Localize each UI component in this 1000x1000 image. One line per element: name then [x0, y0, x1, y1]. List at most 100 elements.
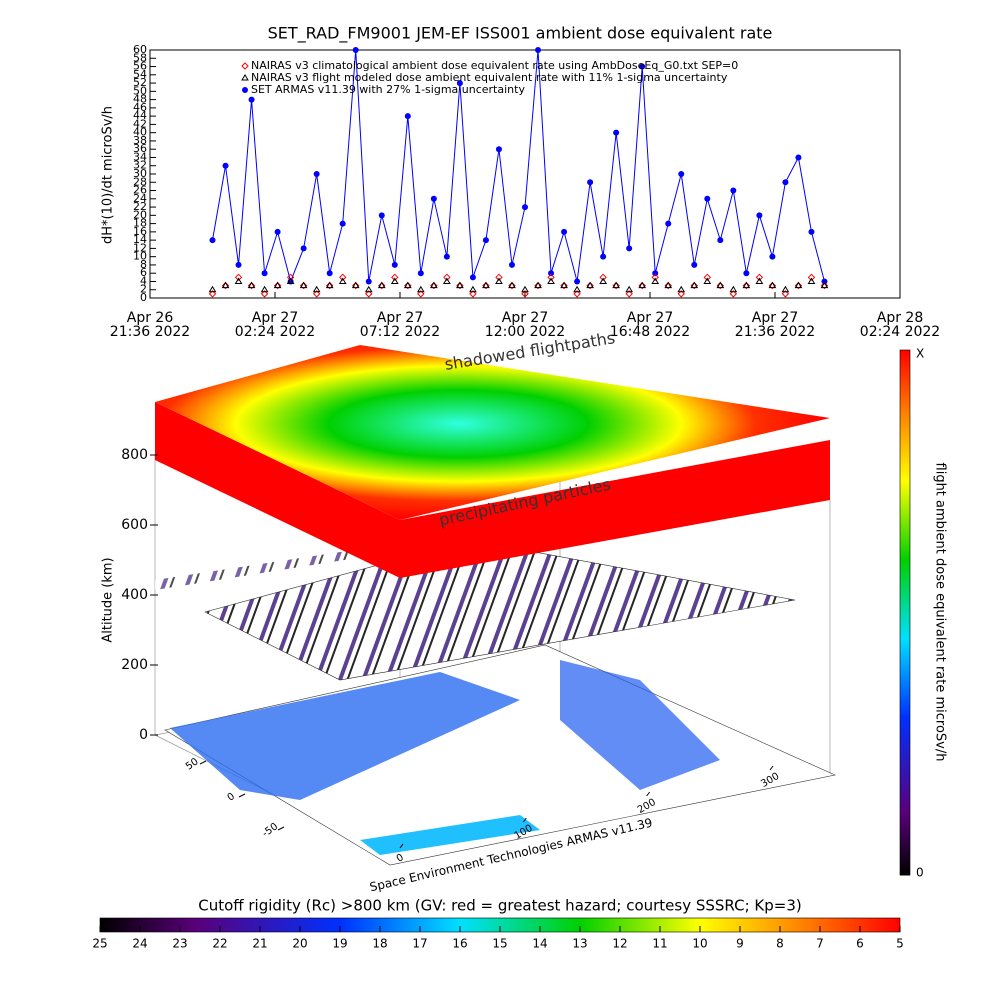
point	[548, 270, 555, 277]
point	[535, 47, 542, 53]
point	[443, 273, 451, 282]
y-tick-label: 42	[133, 117, 147, 130]
point	[638, 281, 647, 289]
point	[430, 281, 438, 290]
point	[235, 261, 242, 268]
x-tick-label: 21:36 2022	[110, 324, 190, 340]
point	[312, 290, 321, 298]
colorbar-tick-label: 16	[452, 937, 467, 951]
point	[664, 281, 672, 290]
y-tick-label: -50	[260, 821, 280, 839]
x-tick-label: Apr 26	[127, 310, 174, 326]
point	[768, 281, 777, 289]
colorbar-tick-label: 21	[252, 937, 267, 951]
colorbar-tick-label: 19	[332, 937, 347, 951]
point	[313, 171, 320, 177]
legend-label: NAIRAS v3 flight modeled dose ambient eq…	[251, 71, 728, 84]
point	[234, 273, 243, 282]
y-tick-label: 46	[133, 101, 147, 114]
colorbar-tick-label: 10	[692, 937, 707, 951]
point	[273, 281, 282, 289]
point	[625, 290, 633, 298]
colorbar-tick-label: 7	[816, 937, 824, 951]
point	[690, 281, 699, 289]
x-tick-label: Apr 27	[752, 310, 798, 326]
colorbar-tick-label: 11	[652, 937, 667, 951]
z-tick-label: 200	[121, 657, 148, 673]
point	[209, 237, 216, 244]
point	[613, 129, 620, 136]
point	[325, 281, 334, 289]
y-axis-label: dH*(10)/dt microSv/h	[101, 106, 116, 244]
y-tick	[238, 793, 246, 798]
point	[312, 285, 321, 293]
x-tick-label: Apr 27	[627, 310, 673, 326]
colorbar	[899, 349, 911, 876]
y-tick-label: 26	[133, 184, 147, 197]
point	[221, 281, 230, 290]
y-tick-label: 34	[133, 150, 147, 163]
point	[338, 277, 347, 284]
point	[391, 261, 398, 268]
point	[704, 195, 711, 202]
point	[221, 281, 230, 289]
colorbar-tick-label: 6	[856, 937, 864, 951]
point	[261, 270, 268, 277]
colorbar-tick-label: 15	[492, 937, 507, 951]
y-tick-label: 0	[226, 791, 238, 804]
map-land	[560, 660, 720, 790]
point	[781, 290, 790, 298]
point	[339, 273, 347, 282]
colorbar-tick-label: 25	[92, 937, 107, 951]
point	[755, 277, 764, 284]
point	[794, 281, 803, 290]
y-tick-label: 40	[133, 126, 147, 139]
point	[208, 290, 217, 298]
y-tick-label: 10	[133, 250, 147, 263]
point	[273, 281, 282, 290]
point	[807, 273, 816, 282]
z-tick-label: 400	[121, 587, 148, 603]
colorbar-title: Cutoff rigidity (Rc) >800 km (GV: red = …	[198, 897, 801, 915]
point	[716, 281, 725, 289]
y-tick-label: 56	[133, 60, 147, 73]
z-tick-label: 0	[139, 727, 148, 743]
point	[573, 290, 581, 298]
point	[600, 253, 607, 260]
y-tick-label: 36	[133, 142, 147, 155]
point	[703, 273, 711, 282]
y-tick-label: 28	[133, 175, 147, 188]
y-tick-label: 24	[133, 192, 147, 205]
chart-title: SET_RAD_FM9001 JEM-EF ISS001 ambient dos…	[268, 24, 773, 44]
point	[286, 273, 295, 282]
colorbar-tick-label: 0	[916, 866, 924, 880]
point	[234, 277, 243, 284]
legend-marker	[242, 87, 248, 93]
x-tick-label: Apr 28	[877, 310, 923, 326]
x-tick	[646, 791, 651, 797]
point	[482, 281, 490, 289]
point	[574, 278, 581, 285]
y-tick-label: 8	[140, 258, 147, 271]
point	[586, 281, 594, 290]
point	[573, 285, 581, 293]
point	[807, 277, 816, 284]
x-tick	[399, 843, 404, 849]
point	[716, 281, 725, 290]
point	[416, 285, 425, 293]
y-tick	[199, 760, 207, 765]
colorbar-tick-label: 23	[172, 937, 187, 951]
point	[547, 273, 555, 282]
point	[456, 281, 464, 289]
z-tick-label: 800	[121, 447, 148, 463]
point	[651, 273, 659, 282]
point	[742, 281, 751, 290]
point	[404, 113, 411, 120]
point	[508, 261, 515, 268]
point	[599, 277, 608, 284]
point	[690, 281, 698, 290]
colorbar-tick-label: 12	[612, 937, 627, 951]
point	[639, 63, 646, 70]
point	[820, 281, 829, 290]
point	[378, 281, 386, 290]
